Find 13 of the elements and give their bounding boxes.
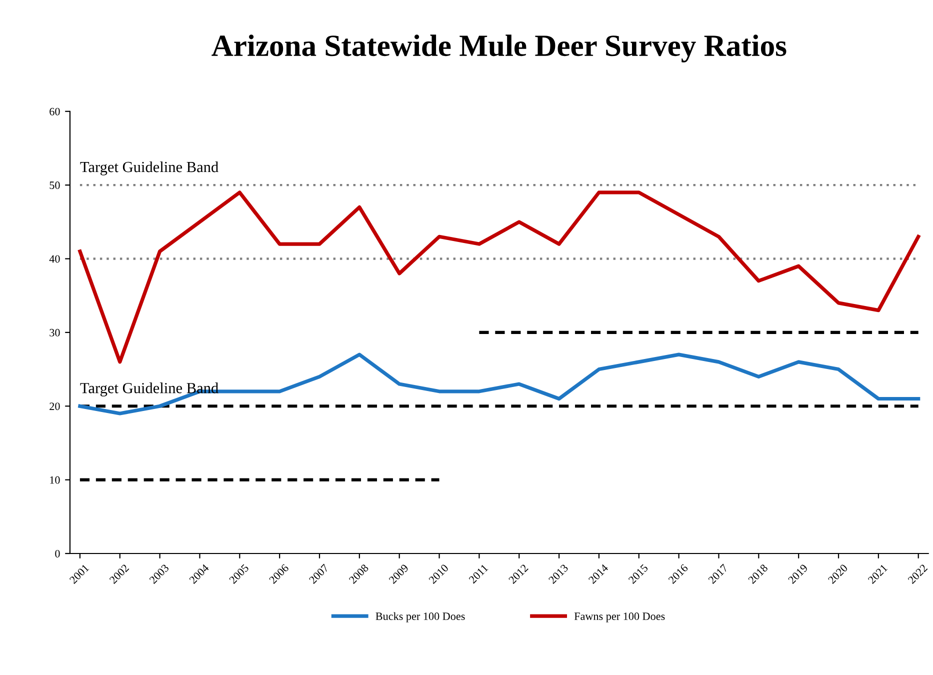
y-tick-label: 20 [50, 402, 60, 410]
y-tick-label: 60 [50, 108, 60, 116]
legend-label: Fawns per 100 Does [574, 612, 665, 622]
line-series [78, 190, 920, 364]
y-tick-label: 40 [49, 255, 60, 263]
y-tick-label: 0 [55, 550, 60, 558]
annotation: Target Guideline Band [80, 161, 218, 176]
y-tick-label: 30 [50, 328, 60, 336]
y-tick-label: 10 [50, 476, 60, 484]
line-series [78, 352, 920, 416]
chart-title: Arizona Statewide Mule Deer Survey Ratios [212, 34, 786, 62]
y-tick-label: 50 [50, 182, 60, 190]
legend-label: Bucks per 100 Does [376, 612, 465, 622]
